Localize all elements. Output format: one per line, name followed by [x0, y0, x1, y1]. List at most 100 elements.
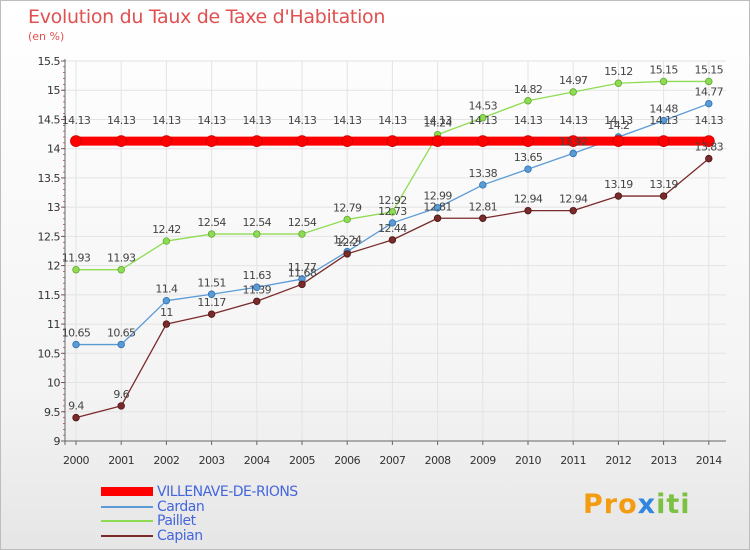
point-capian: [117, 402, 125, 410]
data-label-villenave: 14.13: [559, 114, 588, 127]
data-label-capian: 9.4: [68, 400, 84, 413]
legend-item-paillet: Paillet: [101, 514, 361, 529]
legend-label-capian: Capian: [157, 527, 203, 544]
point-paillet: [479, 114, 487, 122]
data-label-paillet: 14.97: [559, 74, 588, 87]
point-villenave: [115, 135, 128, 147]
data-label-cardan: 11.51: [197, 276, 226, 289]
x-tick-label: 2003: [199, 454, 225, 467]
point-cardan: [433, 204, 442, 212]
data-label-paillet: 12.92: [378, 194, 407, 207]
point-capian: [433, 214, 442, 222]
point-paillet: [388, 208, 397, 216]
data-label-cardan: 10.65: [62, 327, 91, 340]
point-villenave: [431, 135, 444, 147]
data-label-cardan: 12.99: [423, 190, 452, 203]
point-villenave: [70, 135, 82, 147]
x-tick-label: 2006: [334, 454, 360, 467]
data-label-villenave: 14.13: [514, 114, 543, 127]
point-villenave: [386, 135, 399, 147]
legend-label-paillet: Paillet: [157, 513, 196, 529]
data-label-capian: 11.39: [243, 283, 272, 296]
point-capian: [388, 236, 397, 244]
data-label-villenave: 14.13: [288, 114, 317, 127]
data-label-villenave: 14.13: [62, 114, 91, 127]
y-tick-label: 14.5: [38, 113, 61, 126]
data-label-cardan: 11.4: [155, 283, 178, 296]
legend-swatch-villenave: [101, 487, 153, 496]
point-capian: [659, 192, 668, 200]
data-label-capian: 11: [160, 306, 173, 319]
point-capian: [569, 206, 577, 215]
data-label-villenave: 14.13: [695, 114, 724, 127]
point-paillet: [569, 88, 577, 96]
data-label-cardan: 12.73: [378, 205, 407, 218]
data-label-villenave: 14.13: [604, 114, 633, 127]
y-tick-label: 11: [47, 318, 60, 331]
point-paillet: [705, 77, 713, 86]
data-label-villenave: 14.13: [469, 114, 498, 127]
data-label-villenave: 14.13: [378, 114, 407, 127]
point-villenave: [567, 135, 580, 147]
legend-item-villenave: VILLENAVE-DE-RIONS: [101, 485, 361, 500]
logo-part-x: x: [637, 489, 657, 520]
data-label-villenave: 14.13: [107, 114, 136, 127]
chart-legend: VILLENAVE-DE-RIONS Cardan Paillet Capian: [101, 485, 361, 543]
x-tick-label: 2000: [63, 454, 89, 467]
data-label-paillet: 14.82: [514, 83, 543, 96]
data-label-paillet: 12.54: [243, 216, 272, 229]
data-label-villenave: 14.13: [197, 114, 226, 127]
data-label-paillet: 14.24: [423, 117, 452, 130]
point-capian: [524, 206, 532, 215]
point-paillet: [253, 230, 261, 238]
y-tick-label: 10.5: [38, 347, 61, 360]
legend-swatch-cardan: [101, 505, 153, 508]
point-villenave: [250, 135, 263, 147]
data-label-paillet: 11.93: [107, 252, 136, 265]
data-label-villenave: 14.13: [649, 114, 678, 127]
data-label-paillet: 11.93: [62, 252, 91, 265]
point-paillet: [162, 237, 171, 245]
point-cardan: [479, 181, 487, 189]
data-label-cardan: 13.92: [559, 135, 588, 148]
point-cardan: [659, 116, 668, 125]
data-label-capian: 13.83: [695, 141, 724, 154]
data-label-cardan: 12.24: [333, 234, 362, 247]
y-tick-label: 13: [47, 201, 60, 214]
point-cardan: [569, 149, 577, 158]
point-paillet: [298, 230, 306, 238]
data-label-paillet: 15.15: [649, 63, 678, 76]
y-tick-label: 11.5: [38, 289, 61, 302]
data-label-villenave: 14.13: [243, 114, 272, 127]
point-cardan: [72, 340, 80, 349]
data-label-capian: 12.44: [378, 222, 407, 235]
y-tick-label: 12: [47, 260, 60, 273]
point-cardan: [162, 296, 171, 305]
point-paillet: [659, 77, 668, 86]
point-paillet: [343, 215, 351, 224]
data-label-cardan: 14.48: [649, 103, 678, 116]
data-label-villenave: 14.13: [333, 114, 362, 127]
point-paillet: [207, 230, 216, 238]
y-tick-label: 12.5: [38, 230, 61, 243]
point-capian: [207, 310, 216, 318]
point-villenave: [702, 135, 715, 147]
x-tick-label: 2013: [651, 454, 677, 467]
point-cardan: [253, 283, 261, 291]
point-cardan: [524, 165, 532, 173]
data-label-cardan: 14.77: [695, 86, 724, 99]
y-tick-label: 9.5: [44, 406, 60, 419]
point-villenave: [476, 135, 489, 147]
legend-label-villenave: VILLENAVE-DE-RIONS: [157, 484, 298, 500]
data-label-capian: 13.19: [604, 178, 633, 191]
y-tick-label: 13.5: [38, 172, 61, 185]
point-cardan: [117, 340, 125, 349]
data-label-cardan: 11.63: [243, 269, 272, 282]
chart-title: Evolution du Taux de Taxe d'Habitation: [28, 6, 386, 28]
chart-subtitle: (en %): [28, 30, 65, 43]
point-capian: [614, 192, 623, 200]
data-label-capian: 12.2: [336, 236, 358, 249]
data-label-capian: 12.94: [514, 193, 543, 206]
